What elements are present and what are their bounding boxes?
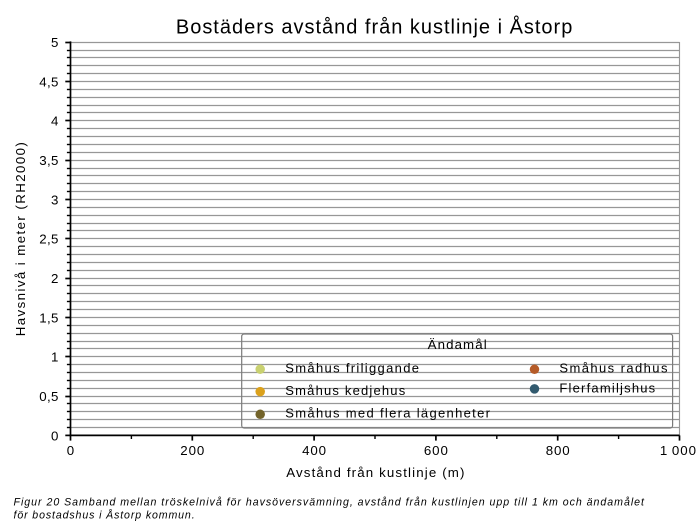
svg-text:2,5: 2,5 bbox=[39, 232, 58, 247]
svg-text:400: 400 bbox=[302, 443, 327, 458]
svg-text:Avstånd från kustlinje (m): Avstånd från kustlinje (m) bbox=[286, 465, 465, 480]
svg-text:5: 5 bbox=[51, 35, 58, 50]
svg-text:200: 200 bbox=[180, 443, 205, 458]
svg-text:3,5: 3,5 bbox=[39, 153, 58, 168]
svg-text:Småhus friliggande: Småhus friliggande bbox=[285, 361, 420, 376]
svg-text:3: 3 bbox=[51, 192, 58, 207]
svg-text:2: 2 bbox=[51, 271, 58, 286]
svg-text:0: 0 bbox=[67, 443, 74, 458]
svg-text:4: 4 bbox=[51, 114, 58, 129]
svg-text:800: 800 bbox=[546, 443, 571, 458]
svg-text:Figur 20 Samband mellan tröske: Figur 20 Samband mellan tröskelnivå för … bbox=[14, 496, 646, 508]
svg-text:1 000: 1 000 bbox=[660, 443, 697, 458]
svg-text:1: 1 bbox=[51, 350, 58, 365]
svg-text:Bostäders avstånd från kustlin: Bostäders avstånd från kustlinje i Åstor… bbox=[176, 16, 573, 39]
svg-text:4,5: 4,5 bbox=[39, 74, 58, 89]
svg-text:0,5: 0,5 bbox=[39, 389, 58, 404]
svg-text:Småhus med flera lägenheter: Småhus med flera lägenheter bbox=[285, 406, 491, 421]
svg-text:1,5: 1,5 bbox=[39, 310, 58, 325]
svg-text:Ändamål: Ändamål bbox=[428, 337, 488, 352]
svg-text:Småhus kedjehus: Småhus kedjehus bbox=[285, 383, 406, 398]
svg-text:Småhus radhus: Småhus radhus bbox=[559, 361, 669, 376]
svg-text:0: 0 bbox=[51, 428, 58, 443]
svg-text:Havsnivå i meter (RH2000): Havsnivå i meter (RH2000) bbox=[13, 141, 28, 337]
svg-text:Flerfamiljshus: Flerfamiljshus bbox=[559, 380, 656, 395]
svg-text:600: 600 bbox=[424, 443, 449, 458]
svg-text:för bostadshus i Åstorp kommun: för bostadshus i Åstorp kommun. bbox=[14, 508, 196, 521]
